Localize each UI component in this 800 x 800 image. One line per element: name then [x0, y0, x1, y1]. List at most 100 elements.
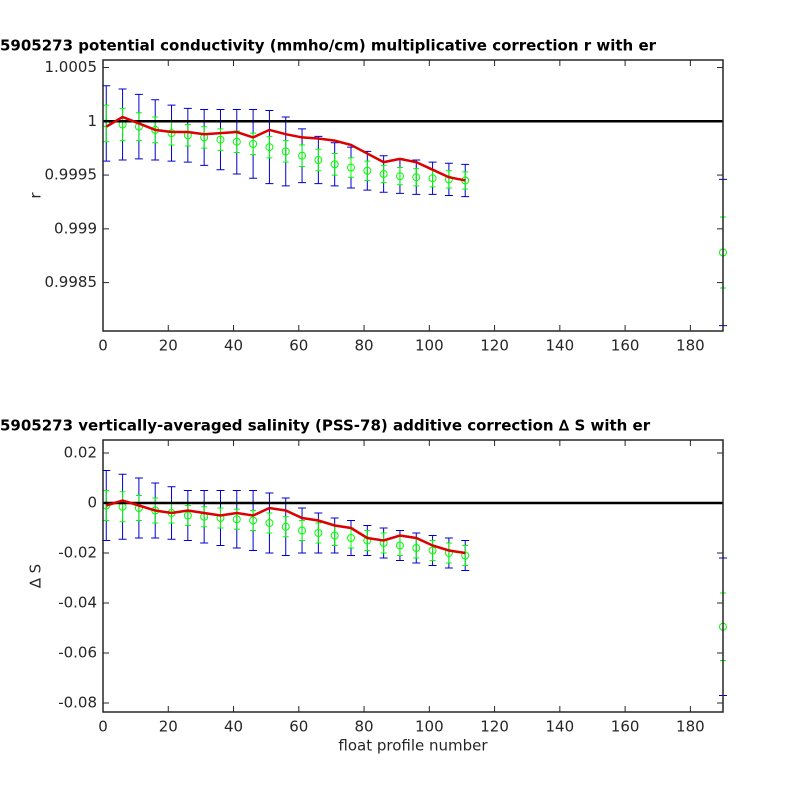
error-bar — [250, 510, 257, 531]
marker — [298, 526, 307, 535]
x-tick-label: 160 — [611, 337, 640, 355]
error-bar — [184, 124, 191, 147]
x-tick-label: 120 — [480, 718, 509, 736]
error-bar — [315, 522, 322, 544]
error-bar — [201, 506, 208, 528]
y-tick-label: -0.04 — [58, 594, 97, 612]
x-tick-label: 140 — [546, 718, 575, 736]
error-bar — [462, 545, 469, 566]
marker — [216, 135, 225, 144]
marker — [249, 139, 258, 148]
error-bar — [217, 507, 224, 529]
marker — [428, 546, 437, 555]
marker — [347, 534, 355, 542]
y-axis-label: r — [27, 192, 45, 199]
x-tick-label: 100 — [415, 718, 444, 736]
error-bar — [282, 516, 289, 538]
chart-title: 5905273 potential conductivity (mmho/cm)… — [0, 37, 657, 55]
x-tick-label: 120 — [480, 337, 509, 355]
marker — [363, 166, 372, 175]
x-tick-label: 20 — [159, 718, 178, 736]
error-bar — [135, 495, 142, 521]
x-tick-label: 180 — [676, 337, 705, 355]
data-line — [105, 115, 466, 182]
y-tick-label: 0.9985 — [45, 273, 98, 291]
error-bar — [103, 104, 110, 143]
x-tick-label: 80 — [355, 718, 374, 736]
y-tick-label: 1 — [87, 112, 97, 130]
error-bar — [364, 160, 371, 181]
marker — [183, 511, 192, 520]
error-bar — [135, 112, 142, 142]
marker — [379, 169, 388, 178]
x-tick-label: 60 — [289, 337, 308, 355]
error-bar — [445, 170, 452, 189]
error-bar — [315, 148, 322, 172]
chart-title: 5905273 vertically-averaged salinity (PS… — [0, 417, 651, 435]
y-axis-label: ∆ S — [27, 564, 45, 589]
x-tick-label: 140 — [546, 337, 575, 355]
marker — [265, 519, 274, 527]
marker — [314, 156, 323, 165]
error-bar — [119, 491, 126, 523]
marker — [265, 143, 274, 152]
error-bar — [348, 157, 354, 178]
error-bar — [299, 144, 306, 167]
x-tick-label: 60 — [289, 718, 308, 736]
axes-box — [102, 59, 724, 332]
y-tick-label: 1.0005 — [45, 58, 98, 76]
y-tick-label: 0 — [87, 494, 97, 512]
x-axis-label: float profile number — [338, 737, 488, 755]
error-bar — [282, 140, 289, 163]
error-bar — [462, 171, 469, 190]
marker — [347, 163, 355, 172]
x-tick-label: 40 — [224, 718, 243, 736]
y-tick-label: 0.9995 — [45, 166, 98, 184]
error-bar — [429, 540, 436, 561]
marker — [428, 174, 437, 183]
x-tick-label: 180 — [676, 718, 705, 736]
marker — [281, 522, 290, 531]
plot-area — [103, 60, 723, 331]
y-tick-label: 0.999 — [54, 219, 97, 237]
error-bar — [201, 126, 208, 149]
marker — [330, 160, 339, 169]
x-tick-label: 0 — [98, 718, 108, 736]
error-bar — [103, 490, 110, 521]
x-tick-label: 100 — [415, 337, 444, 355]
error-bar — [445, 542, 452, 564]
error-bar — [331, 153, 338, 176]
data-line — [105, 499, 466, 555]
marker — [395, 172, 404, 181]
marker — [232, 137, 241, 146]
marker — [412, 544, 421, 552]
x-tick-label: 40 — [224, 337, 243, 355]
error-bar — [380, 164, 387, 184]
error-bar — [413, 168, 420, 187]
x-tick-label: 160 — [611, 718, 640, 736]
marker — [249, 516, 258, 525]
error-bar — [299, 520, 306, 541]
error-bar — [184, 505, 191, 526]
y-tick-label: 0.02 — [64, 444, 97, 462]
error-bar — [380, 532, 387, 554]
marker — [281, 147, 290, 156]
marker — [298, 151, 307, 160]
marker — [330, 531, 339, 540]
marker — [395, 541, 404, 550]
error-bar — [364, 530, 371, 551]
error-bar — [266, 512, 273, 534]
marker — [314, 529, 323, 537]
y-tick-label: -0.08 — [58, 694, 97, 712]
x-tick-label: 20 — [159, 337, 178, 355]
error-bar — [119, 107, 126, 142]
plot-area — [103, 440, 723, 712]
y-tick-label: -0.06 — [58, 644, 97, 662]
x-tick-label: 80 — [355, 337, 374, 355]
error-bar — [396, 167, 403, 186]
x-tick-label: 0 — [98, 337, 108, 355]
y-tick-label: -0.02 — [58, 544, 97, 562]
error-bar — [266, 135, 273, 159]
marker — [232, 515, 241, 524]
